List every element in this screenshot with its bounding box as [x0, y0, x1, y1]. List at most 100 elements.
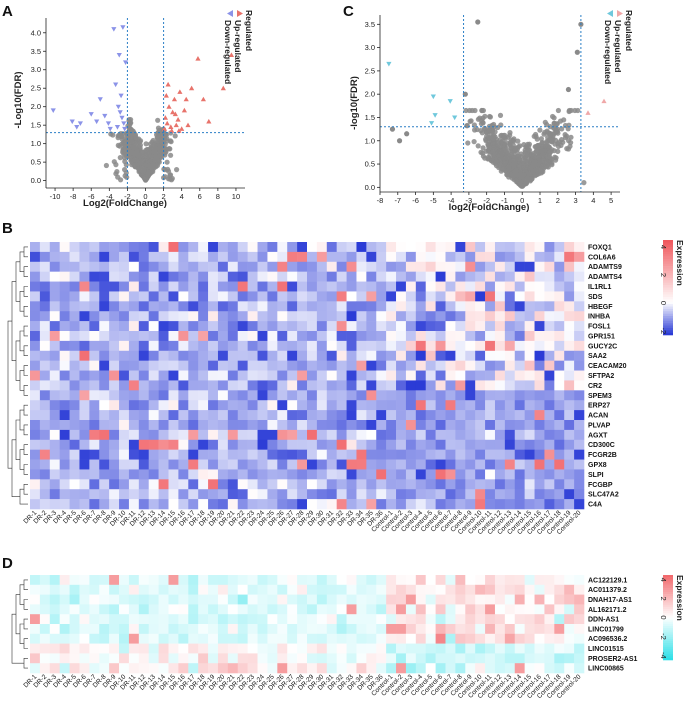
- up-regulated-point: [163, 93, 169, 98]
- heatmap-cell: [455, 469, 466, 480]
- y-tick-label: 0.0: [31, 176, 41, 185]
- heatmap-cell: [267, 584, 278, 595]
- colorbar-segment: [663, 278, 673, 281]
- heatmap-cell: [158, 439, 169, 450]
- heatmap-cell: [39, 420, 51, 431]
- y-tick-label: 3.0: [31, 65, 41, 74]
- heatmap-cell: [287, 321, 298, 332]
- heatmap-cell: [168, 340, 179, 352]
- heatmap-cell: [158, 489, 169, 500]
- heatmap-cell: [504, 311, 516, 322]
- heatmap-cell: [504, 291, 516, 302]
- heatmap-cell: [138, 410, 150, 421]
- heatmap-cell: [386, 575, 397, 586]
- heatmap-cell: [376, 390, 387, 401]
- heatmap-cell: [69, 575, 80, 586]
- heatmap-cell: [217, 459, 229, 470]
- heatmap-cell: [247, 614, 258, 625]
- heatmap-cell: [376, 575, 387, 586]
- heatmap-cell: [346, 643, 357, 654]
- heatmap-cell: [247, 429, 258, 441]
- heatmap-cell: [198, 575, 209, 586]
- heatmap-cell: [524, 643, 535, 654]
- heatmap-cell: [227, 584, 239, 595]
- heatmap-cell: [326, 449, 337, 460]
- heatmap-cell: [257, 321, 268, 332]
- heatmap-cell: [336, 624, 347, 635]
- row-label: ADAMTS9: [588, 264, 622, 271]
- heatmap-cell: [346, 479, 357, 490]
- heatmap-cell: [128, 489, 140, 500]
- heatmap-cell: [485, 604, 496, 615]
- row-label: LINC01799: [588, 626, 624, 633]
- heatmap-cell: [198, 420, 209, 431]
- heatmap-cell: [178, 380, 189, 391]
- heatmap-cell: [425, 301, 436, 312]
- heatmap-cell: [534, 575, 545, 586]
- x-tick-label: -7: [394, 196, 401, 205]
- heatmap-cell: [208, 360, 219, 371]
- heatmap-cell: [59, 340, 70, 352]
- heatmap-cell: [376, 331, 387, 342]
- heatmap-cell: [257, 400, 268, 411]
- down-regulated-point: [119, 115, 125, 121]
- row-label: SFTPA2: [588, 373, 614, 380]
- heatmap-cell: [208, 242, 219, 253]
- up-regulated-point: [161, 126, 168, 131]
- heatmap-cell: [287, 439, 298, 450]
- heatmap-cell: [386, 340, 397, 352]
- heatmap-cell: [445, 360, 456, 371]
- heatmap-cell: [554, 311, 565, 322]
- heatmap-cell: [544, 653, 555, 664]
- heatmap-cell: [336, 331, 347, 342]
- heatmap-cell: [376, 449, 387, 460]
- heatmap-cell: [376, 663, 387, 674]
- ns-point: [140, 153, 146, 159]
- heatmap-cell: [208, 291, 219, 302]
- heatmap-cell: [128, 390, 140, 401]
- panel-a-legend: Regulated Up-regulated Down-regulated: [223, 10, 254, 84]
- up-regulated-point: [169, 128, 175, 133]
- heatmap-cell: [30, 479, 41, 490]
- heatmap-cell: [99, 380, 110, 391]
- heatmap-cell: [30, 614, 41, 625]
- ns-point: [502, 160, 508, 166]
- heatmap-cell: [336, 643, 347, 654]
- heatmap-cell: [69, 459, 80, 470]
- heatmap-cell: [455, 633, 466, 644]
- heatmap-cell: [39, 429, 51, 441]
- heatmap-cell: [494, 360, 506, 371]
- heatmap-cell: [30, 331, 41, 342]
- heatmap-cell: [514, 449, 525, 460]
- heatmap-cell: [128, 291, 140, 302]
- heatmap-cell: [39, 301, 51, 312]
- heatmap-cell: [485, 390, 496, 401]
- heatmap-cell: [208, 653, 219, 664]
- heatmap-cell: [217, 410, 229, 421]
- heatmap-cell: [445, 281, 456, 292]
- heatmap-cell: [138, 321, 150, 332]
- panel-c-xlabel: log2(FoldChange): [449, 202, 530, 213]
- heatmap-cell: [307, 643, 318, 654]
- heatmap-cell: [534, 331, 545, 342]
- heatmap-cell: [336, 439, 347, 450]
- heatmap-cell: [405, 360, 417, 371]
- heatmap-cell: [287, 653, 298, 664]
- heatmap-cell: [574, 350, 585, 361]
- heatmap-cell: [198, 242, 209, 253]
- heatmap-cell: [494, 291, 506, 302]
- heatmap-cell: [128, 653, 140, 664]
- heatmap-cell: [504, 643, 516, 654]
- ns-point: [166, 146, 172, 152]
- heatmap-cell: [277, 311, 288, 322]
- heatmap-cell: [307, 624, 318, 635]
- heatmap-cell: [79, 400, 90, 411]
- heatmap-cell: [168, 499, 179, 510]
- heatmap-cell: [247, 653, 258, 664]
- colorbar-segment: [663, 287, 673, 291]
- heatmap-cell: [188, 439, 199, 450]
- dendrogram-branch: [23, 424, 28, 436]
- heatmap-cell: [455, 380, 466, 391]
- heatmap-cell: [396, 594, 407, 605]
- heatmap-cell: [307, 301, 318, 312]
